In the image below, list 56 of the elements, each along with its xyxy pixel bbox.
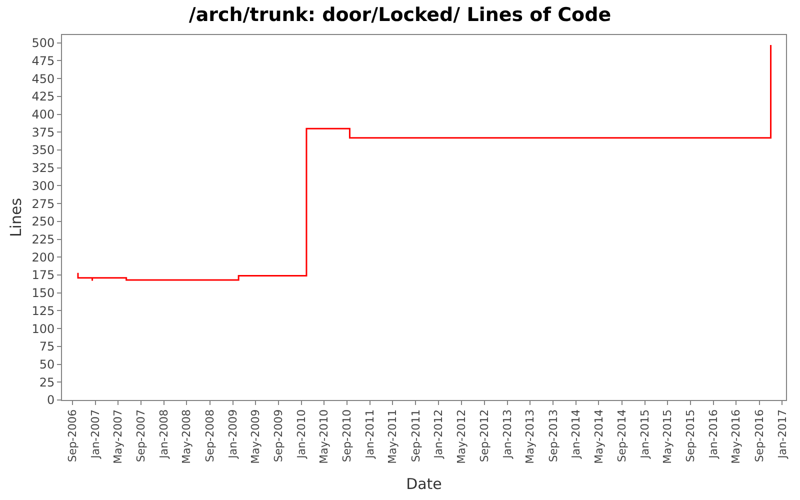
y-axis-title: Lines	[6, 198, 25, 238]
x-tick-label: Jan-2013	[501, 409, 514, 460]
x-tick-label: May-2012	[454, 409, 468, 464]
x-tick-label: Sep-2015	[684, 409, 698, 462]
y-tick-label: 475	[32, 54, 55, 68]
x-tick-label: Sep-2016	[752, 409, 766, 462]
y-tick-label: 150	[32, 286, 55, 300]
x-tick-label: May-2016	[730, 409, 743, 464]
x-tick-label: Jan-2010	[294, 409, 308, 460]
x-tick-label: Jan-2011	[364, 409, 377, 460]
y-tick-label: 50	[39, 357, 55, 372]
x-tick-label: Sep-2010	[340, 409, 354, 462]
x-tick-label: Sep-2009	[272, 409, 286, 462]
y-tick-label: 425	[32, 90, 55, 104]
y-tick-label: 75	[39, 340, 55, 354]
x-tick-label: Jan-2012	[432, 409, 446, 460]
x-tick-label: Jan-2017	[776, 409, 789, 460]
x-tick-label: Jan-2009	[226, 409, 240, 460]
y-tick-label: 175	[32, 268, 55, 282]
x-tick-label: May-2009	[248, 409, 262, 464]
x-tick-label: Sep-2011	[409, 409, 422, 462]
x-tick-label: Jan-2007	[88, 409, 102, 460]
x-tick-label: May-2008	[180, 409, 194, 464]
x-tick-label: Sep-2006	[66, 409, 79, 462]
y-tick-label: 200	[32, 250, 55, 264]
chart-title: /arch/trunk: door/Locked/ Lines of Code	[188, 4, 612, 26]
x-tick-label: Sep-2013	[546, 409, 560, 462]
y-tick-label: 250	[32, 214, 55, 229]
x-tick-label: May-2007	[111, 409, 124, 464]
x-tick-label: May-2013	[524, 409, 537, 464]
x-tick-label: Sep-2012	[478, 409, 492, 462]
y-tick-label: 100	[32, 322, 55, 336]
x-tick-label: Sep-2007	[134, 409, 148, 462]
x-tick-label: Jan-2016	[706, 409, 720, 460]
y-tick-label: 275	[32, 196, 55, 211]
x-tick-label: Jan-2014	[570, 409, 583, 460]
y-tick-label: 400	[32, 107, 55, 122]
x-tick-label: May-2011	[386, 409, 400, 464]
y-tick-label: 325	[32, 161, 55, 176]
y-tick-label: 25	[39, 375, 55, 390]
y-tick-label: 125	[32, 304, 55, 318]
x-tick-label: May-2010	[318, 409, 331, 464]
x-tick-label: Sep-2014	[615, 409, 628, 462]
x-axis-title: Date	[406, 474, 442, 493]
y-tick-label: 450	[32, 72, 55, 86]
x-tick-label: Jan-2015	[638, 409, 652, 460]
x-tick-label: May-2015	[660, 409, 674, 464]
y-tick-label: 375	[32, 125, 55, 140]
x-tick-label: May-2014	[592, 409, 606, 464]
y-tick-label: 350	[32, 143, 55, 158]
y-tick-label: 0	[46, 393, 55, 408]
y-tick-label: 500	[32, 36, 55, 50]
y-tick-label: 300	[32, 178, 55, 193]
x-tick-label: Sep-2008	[203, 409, 216, 462]
y-tick-label: 225	[32, 232, 55, 246]
x-tick-label: Jan-2008	[157, 409, 170, 460]
